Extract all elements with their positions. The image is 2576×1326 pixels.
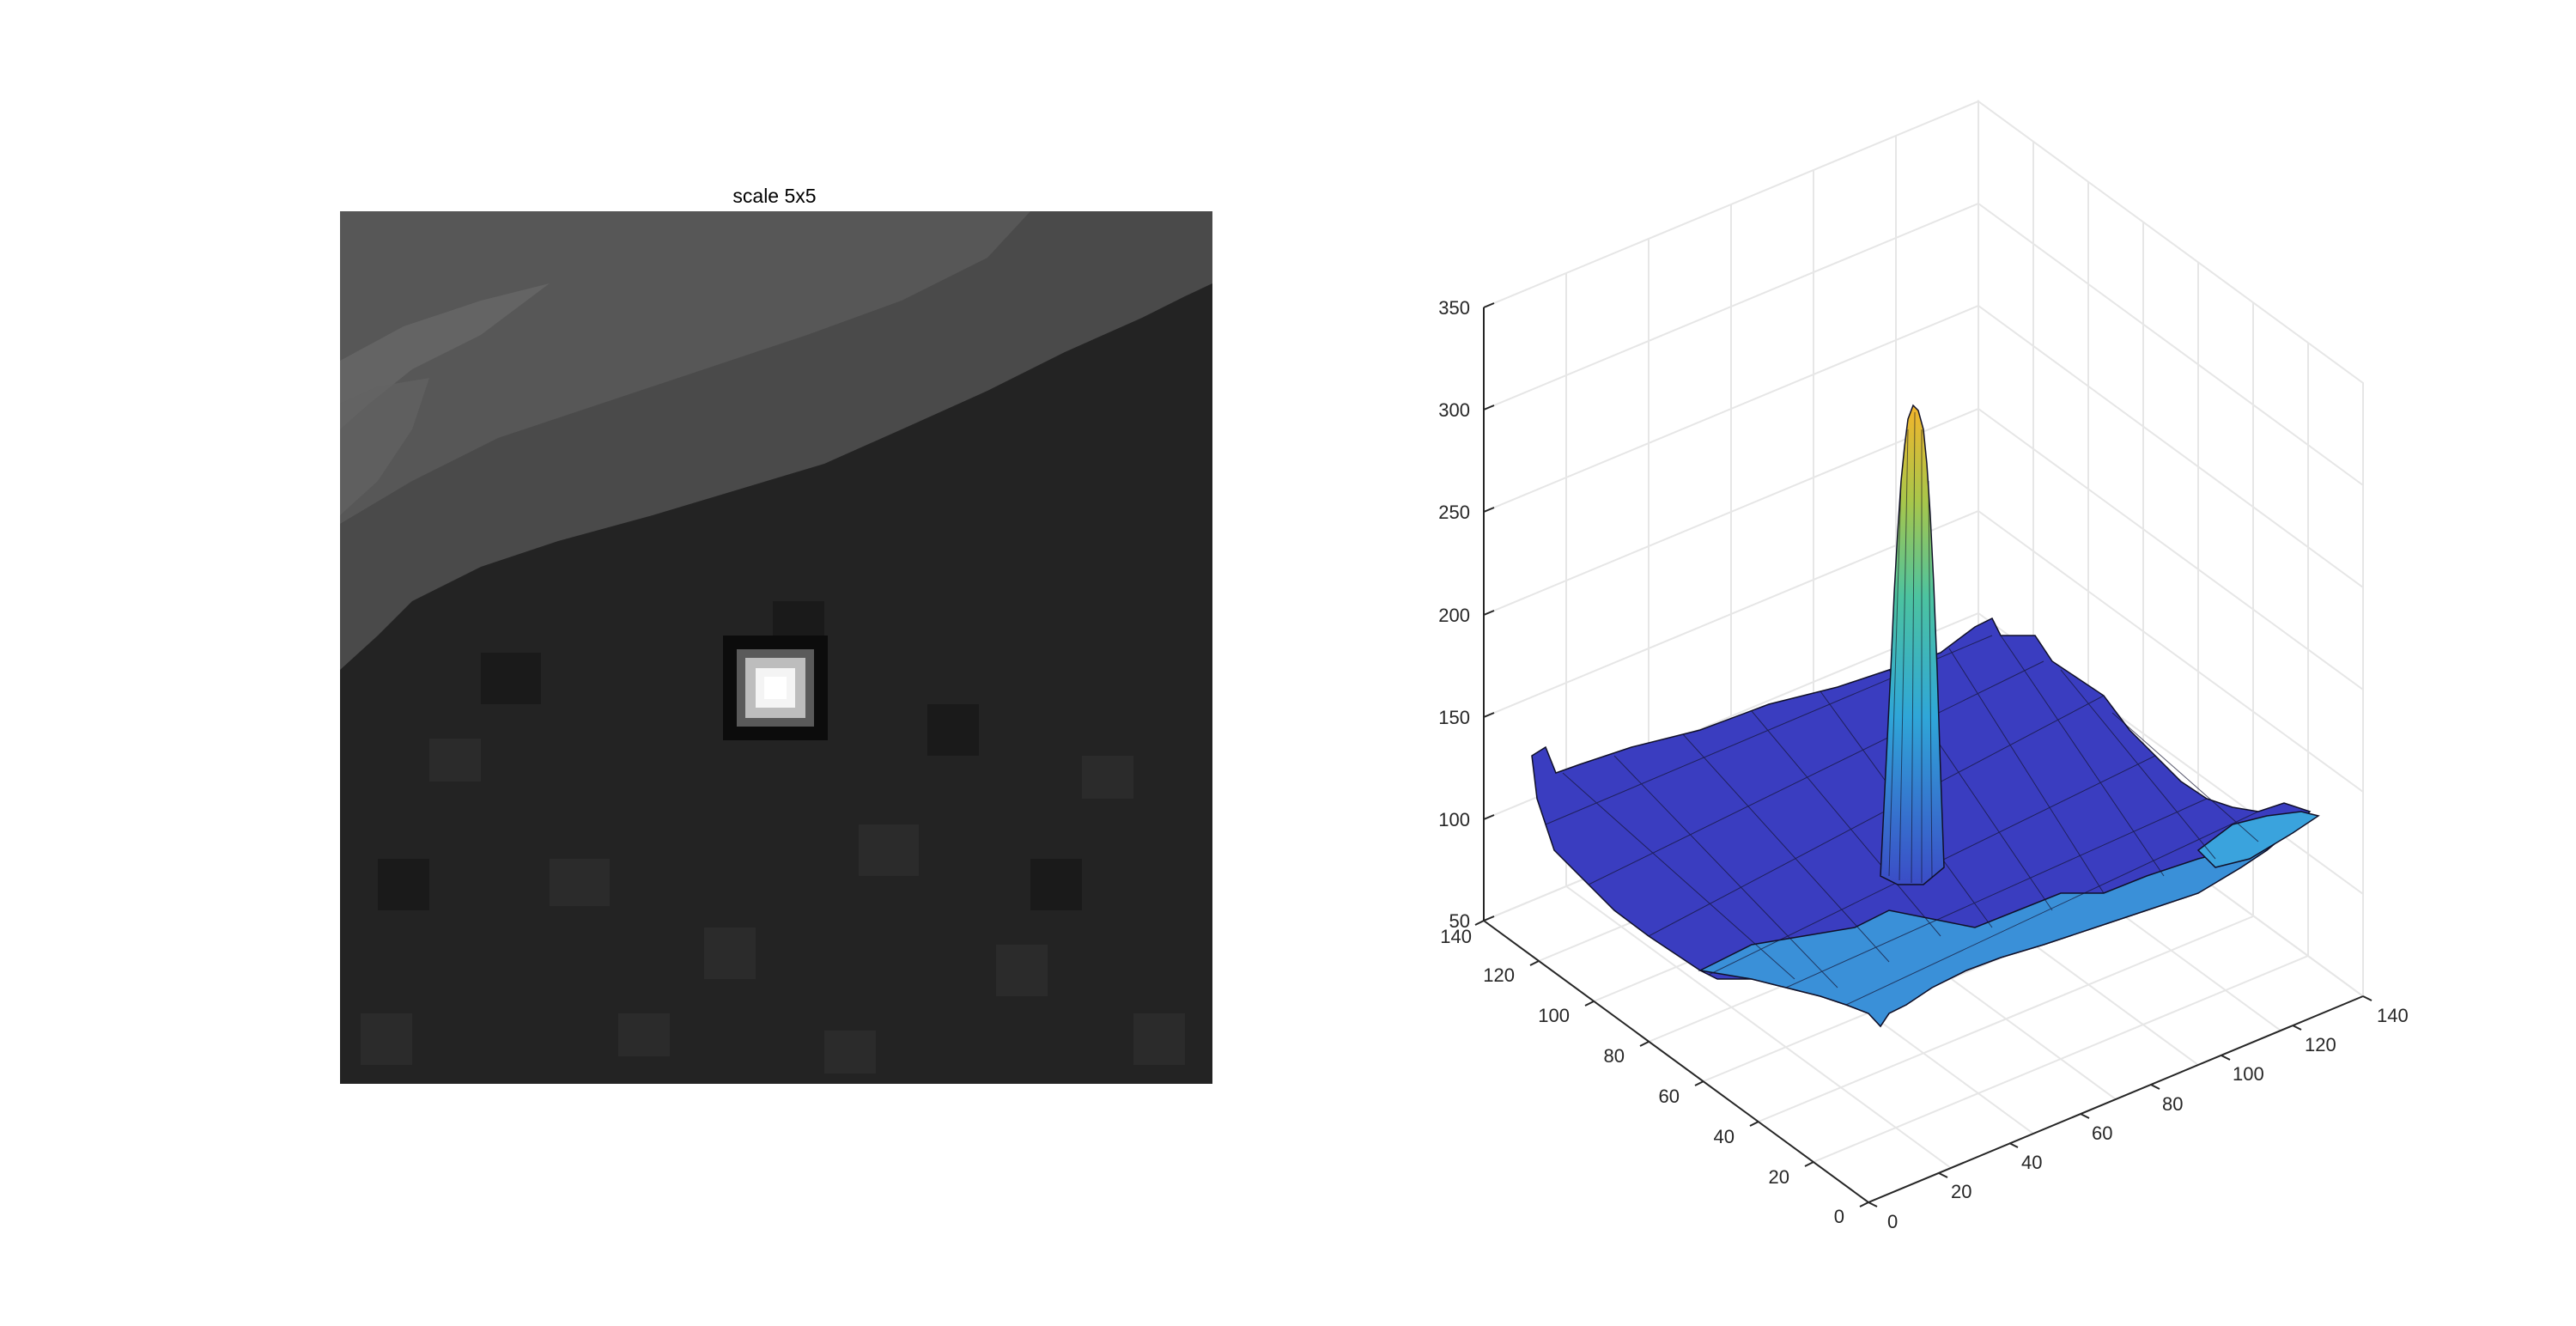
- x-tick-label: 120: [2305, 1034, 2336, 1055]
- y-tick-label: 100: [1538, 1005, 1570, 1026]
- x-axis-ticks: 0 20 40 60 80 100 120 140: [1868, 995, 2409, 1232]
- y-tick-label: 140: [1440, 926, 1472, 947]
- z-tick-label: 200: [1438, 605, 1470, 626]
- x-tick-label: 40: [2021, 1152, 2042, 1173]
- surface-front-band: [1698, 828, 2293, 1028]
- image-panel: scale 5x5: [340, 185, 1212, 1084]
- y-tick-label: 40: [1714, 1126, 1735, 1147]
- y-axis-ticks: 0 20 40 60 80 100 120 140: [1440, 920, 1869, 1227]
- surface-peak: [1880, 404, 1945, 885]
- y-tick-label: 120: [1483, 964, 1515, 986]
- y-tick-label: 0: [1834, 1206, 1844, 1227]
- x-tick-label: 140: [2377, 1005, 2409, 1026]
- z-tick-label: 350: [1438, 297, 1470, 319]
- surface-panel: 50 100 150 200 250 300 350 0 20 40 60 80…: [1438, 100, 2409, 1232]
- y-tick-label: 20: [1769, 1166, 1789, 1188]
- z-tick-label: 300: [1438, 399, 1470, 421]
- image-title: scale 5x5: [732, 185, 816, 207]
- x-tick-label: 80: [2162, 1093, 2183, 1115]
- z-axis-ticks: 50 100 150 200 250 300 350: [1438, 297, 1495, 932]
- x-tick-label: 60: [2092, 1122, 2112, 1144]
- z-tick-label: 100: [1438, 809, 1470, 830]
- image-plot: [340, 211, 1212, 1084]
- surface-mesh: [1531, 404, 2320, 1028]
- x-tick-label: 0: [1887, 1211, 1898, 1232]
- x-tick-label: 20: [1951, 1181, 1971, 1202]
- y-tick-label: 60: [1659, 1086, 1680, 1107]
- z-tick-label: 150: [1438, 707, 1470, 728]
- y-tick-label: 80: [1604, 1045, 1625, 1067]
- x-tick-label: 100: [2233, 1063, 2264, 1085]
- z-tick-label: 250: [1438, 502, 1470, 523]
- z-tick-label: 50: [1449, 910, 1470, 932]
- bright-spot: [723, 636, 828, 740]
